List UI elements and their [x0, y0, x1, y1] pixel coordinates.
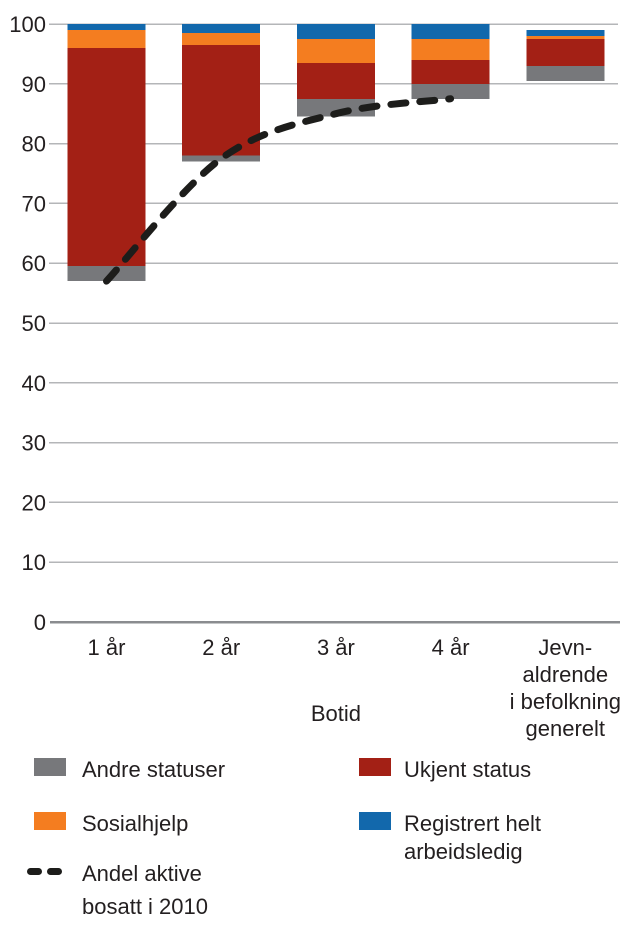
y-axis-tick-label: 90 [22, 72, 46, 97]
x-axis-category-label: 1 år [88, 635, 126, 660]
legend-item-label: Andre statuser [82, 757, 226, 782]
y-axis-tick-label: 40 [22, 371, 46, 396]
bar-segment [411, 59, 490, 84]
bar-segment [182, 155, 261, 162]
bar-segment [526, 29, 605, 36]
y-axis-tick-label: 20 [22, 490, 46, 515]
bar-segment [182, 24, 261, 33]
bar-segment [296, 62, 375, 99]
bar-segment [67, 24, 146, 30]
bar-segment [67, 47, 146, 267]
x-axis-category-label: Jevn- [538, 635, 592, 660]
bar-segment [526, 35, 605, 39]
x-axis-category-label: 2 år [202, 635, 240, 660]
bar-segment [296, 38, 375, 63]
y-axis-tick-label: 100 [9, 12, 46, 37]
bar-segment [411, 24, 490, 39]
bar-segment [296, 98, 375, 117]
y-axis-tick-label: 10 [22, 550, 46, 575]
bar-segment [182, 44, 261, 156]
bar-segment [526, 38, 605, 66]
bar-segment [67, 266, 146, 282]
blue-swatch-icon [359, 812, 391, 830]
bar-segment [182, 32, 261, 45]
y-axis-tick-label: 30 [22, 431, 46, 456]
y-axis-tick-label: 50 [22, 311, 46, 336]
y-axis-tick-label: 0 [34, 610, 46, 635]
bar-segment [67, 29, 146, 48]
x-axis-title: Botid [311, 701, 361, 726]
bar-segment [526, 65, 605, 81]
bar-segment [411, 38, 490, 60]
y-axis-tick-label: 80 [22, 132, 46, 157]
chart-canvas: 0 10 20 30 40 50 60 70 80 90 100 1 år 2 år 3 år 4 år Je… [9, 12, 620, 741]
legend-item-label: Sosialhjelp [82, 811, 189, 836]
darkred-swatch-icon [359, 758, 391, 776]
x-axis-category-label: generelt [526, 716, 606, 741]
gray-swatch-icon [34, 758, 66, 776]
y-axis-tick-label: 70 [22, 191, 46, 216]
x-axis-category-label: aldrende [522, 662, 608, 687]
x-axis-category-label: i befolkning [510, 689, 620, 714]
orange-swatch-icon [34, 812, 66, 830]
dashed-trend-line [103, 95, 455, 285]
bar-segment [296, 24, 375, 39]
y-axis-tick-label: 60 [22, 251, 46, 276]
x-axis-category-label: 3 år [317, 635, 355, 660]
x-axis-category-label: 4 år [432, 635, 470, 660]
legend-item-label: Registrert helt arbeidsledig [404, 811, 541, 864]
legend-item-label: Andel aktive bosatt i 2010 [82, 861, 208, 919]
legend-item-label: Ukjent status [404, 757, 532, 782]
dashed-line-icon [27, 868, 62, 875]
bar-segment [411, 83, 490, 99]
